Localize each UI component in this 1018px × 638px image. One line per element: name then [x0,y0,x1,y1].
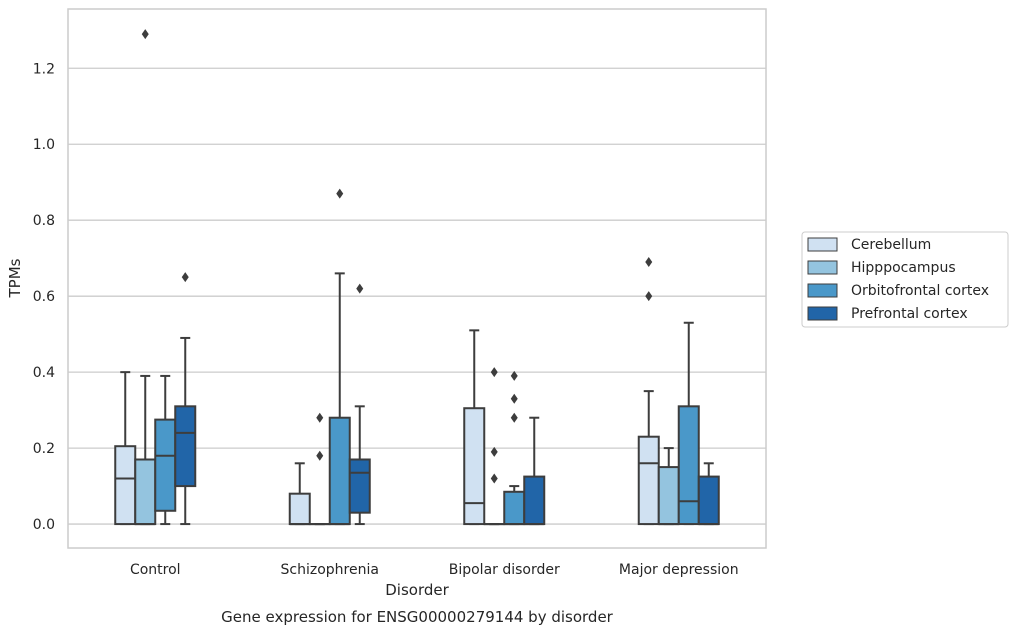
box-3-3 [699,463,719,524]
outlier-point [511,413,518,423]
box-0-0 [115,372,135,524]
box-series [115,29,719,524]
box-body [524,477,544,524]
legend-swatch [808,238,837,251]
x-tick-label: Major depression [619,562,739,578]
y-tick-label: 0.6 [33,289,55,305]
box-3-1 [350,284,370,525]
box-body [115,446,135,524]
box-1-0 [135,29,155,524]
outlier-point [356,284,363,294]
box-1-1 [310,413,330,524]
outlier-point [491,473,498,483]
legend-swatch [808,307,837,320]
y-tick-label: 1.0 [33,137,55,153]
y-tick-labels: 0.0 0.2 0.4 0.6 0.8 1.0 1.2 [33,61,55,533]
box-3-2 [524,418,544,524]
legend: Cerebellum Hipppocampus Orbitofrontal cort… [802,232,1008,327]
box-0-3 [639,257,659,524]
outlier-point [336,189,343,199]
box-3-0 [175,272,195,524]
legend-label: Prefrontal cortex [851,306,968,322]
outlier-point [316,451,323,461]
x-axis-label: Disorder [385,581,449,599]
box-body [699,477,719,524]
x-tick-labels: Control Schizophrenia Bipolar disorder Majo… [130,562,739,578]
chart-title: Gene expression for ENSG00000279144 by d… [221,608,614,626]
y-axis-label: TPMs [6,258,24,298]
x-tick-label: Bipolar disorder [449,562,560,578]
box-body [504,492,524,524]
box-0-1 [290,463,310,524]
box-body [679,406,699,524]
y-tick-label: 0.0 [33,517,55,533]
box-2-0 [155,376,175,524]
y-tick-label: 0.2 [33,441,55,457]
outlier-point [316,413,323,423]
outlier-point [645,291,652,301]
box-body [135,459,155,524]
x-tick-label: Control [130,562,181,578]
outlier-point [491,367,498,377]
box-body [350,459,370,512]
box-0-2 [464,330,484,524]
legend-label: Hipppocampus [851,260,956,276]
outlier-point [142,29,149,39]
box-body [155,420,175,511]
box-2-3 [679,323,699,524]
x-tick-label: Schizophrenia [281,562,379,578]
legend-label: Cerebellum [851,237,931,253]
legend-swatch [808,261,837,274]
box-2-1 [330,189,350,524]
box-1-3 [659,448,679,524]
box-body [639,437,659,524]
legend-swatch [808,284,837,297]
box-body [330,418,350,524]
y-tick-label: 0.8 [33,213,55,229]
box-body [175,406,195,486]
box-1-2 [484,367,504,524]
outlier-point [182,272,189,282]
y-tick-label: 1.2 [33,61,55,77]
box-body [464,408,484,524]
legend-label: Orbitofrontal cortex [851,283,989,299]
outlier-point [511,394,518,404]
box-body [659,467,679,524]
y-tick-label: 0.4 [33,365,55,381]
box-body [290,494,310,524]
outlier-point [645,257,652,267]
